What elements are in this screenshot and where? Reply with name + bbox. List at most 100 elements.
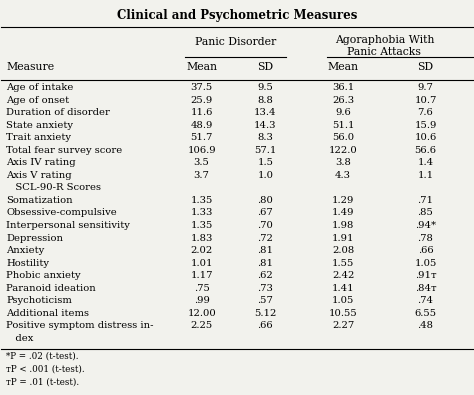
Text: 10.55: 10.55	[328, 309, 357, 318]
Text: 5.12: 5.12	[254, 309, 276, 318]
Text: 3.7: 3.7	[194, 171, 210, 180]
Text: .57: .57	[257, 296, 273, 305]
Text: 1.55: 1.55	[332, 259, 354, 268]
Text: .99: .99	[194, 296, 210, 305]
Text: 1.35: 1.35	[191, 196, 213, 205]
Text: .91ᴛ: .91ᴛ	[415, 271, 436, 280]
Text: Measure: Measure	[6, 62, 54, 72]
Text: 1.05: 1.05	[414, 259, 437, 268]
Text: .78: .78	[418, 233, 433, 243]
Text: SD: SD	[418, 62, 434, 72]
Text: Positive symptom distress in-: Positive symptom distress in-	[6, 322, 154, 331]
Text: 56.0: 56.0	[332, 133, 354, 142]
Text: .75: .75	[194, 284, 210, 293]
Text: Anxiety: Anxiety	[6, 246, 45, 255]
Text: Phobic anxiety: Phobic anxiety	[6, 271, 81, 280]
Text: .48: .48	[418, 322, 434, 331]
Text: .81: .81	[257, 246, 273, 255]
Text: 1.4: 1.4	[418, 158, 434, 167]
Text: Mean: Mean	[186, 62, 217, 72]
Text: Paranoid ideation: Paranoid ideation	[6, 284, 96, 293]
Text: 9.7: 9.7	[418, 83, 433, 92]
Text: 122.0: 122.0	[328, 146, 357, 155]
Text: 36.1: 36.1	[332, 83, 354, 92]
Text: .62: .62	[257, 271, 273, 280]
Text: 1.49: 1.49	[332, 209, 354, 218]
Text: 6.55: 6.55	[414, 309, 437, 318]
Text: Mean: Mean	[328, 62, 358, 72]
Text: Somatization: Somatization	[6, 196, 73, 205]
Text: .84ᴛ: .84ᴛ	[415, 284, 436, 293]
Text: 51.1: 51.1	[332, 120, 354, 130]
Text: State anxiety: State anxiety	[6, 120, 73, 130]
Text: 1.05: 1.05	[332, 296, 354, 305]
Text: .74: .74	[418, 296, 434, 305]
Text: 11.6: 11.6	[191, 108, 213, 117]
Text: Additional items: Additional items	[6, 309, 89, 318]
Text: 37.5: 37.5	[191, 83, 213, 92]
Text: 56.6: 56.6	[414, 146, 437, 155]
Text: Trait anxiety: Trait anxiety	[6, 133, 71, 142]
Text: 1.29: 1.29	[332, 196, 354, 205]
Text: 15.9: 15.9	[414, 120, 437, 130]
Text: 8.3: 8.3	[257, 133, 273, 142]
Text: 1.5: 1.5	[257, 158, 273, 167]
Text: 1.35: 1.35	[191, 221, 213, 230]
Text: .94*: .94*	[415, 221, 436, 230]
Text: 1.0: 1.0	[257, 171, 273, 180]
Text: *P = .02 (t-test).: *P = .02 (t-test).	[6, 351, 79, 360]
Text: 8.8: 8.8	[257, 96, 273, 105]
Text: 2.42: 2.42	[332, 271, 354, 280]
Text: SCL-90-R Scores: SCL-90-R Scores	[6, 183, 101, 192]
Text: 3.8: 3.8	[335, 158, 351, 167]
Text: .72: .72	[257, 233, 273, 243]
Text: Agoraphobia With
Panic Attacks: Agoraphobia With Panic Attacks	[335, 35, 434, 57]
Text: 13.4: 13.4	[254, 108, 276, 117]
Text: 9.5: 9.5	[257, 83, 273, 92]
Text: .73: .73	[257, 284, 273, 293]
Text: ᴛP < .001 (t-test).: ᴛP < .001 (t-test).	[6, 365, 85, 374]
Text: 1.17: 1.17	[191, 271, 213, 280]
Text: .66: .66	[418, 246, 433, 255]
Text: Panic Disorder: Panic Disorder	[195, 37, 276, 47]
Text: Age of intake: Age of intake	[6, 83, 73, 92]
Text: 1.1: 1.1	[418, 171, 434, 180]
Text: .67: .67	[257, 209, 273, 218]
Text: 25.9: 25.9	[191, 96, 213, 105]
Text: .85: .85	[418, 209, 433, 218]
Text: 51.7: 51.7	[191, 133, 213, 142]
Text: 2.27: 2.27	[332, 322, 354, 331]
Text: 57.1: 57.1	[254, 146, 276, 155]
Text: 1.83: 1.83	[191, 233, 213, 243]
Text: .66: .66	[257, 322, 273, 331]
Text: 3.5: 3.5	[194, 158, 210, 167]
Text: 2.08: 2.08	[332, 246, 354, 255]
Text: 10.7: 10.7	[414, 96, 437, 105]
Text: dex: dex	[6, 334, 34, 343]
Text: .70: .70	[257, 221, 273, 230]
Text: SD: SD	[257, 62, 273, 72]
Text: 1.91: 1.91	[332, 233, 354, 243]
Text: 2.25: 2.25	[191, 322, 213, 331]
Text: Depression: Depression	[6, 233, 63, 243]
Text: Interpersonal sensitivity: Interpersonal sensitivity	[6, 221, 130, 230]
Text: 14.3: 14.3	[254, 120, 276, 130]
Text: 7.6: 7.6	[418, 108, 433, 117]
Text: Clinical and Psychometric Measures: Clinical and Psychometric Measures	[117, 9, 357, 22]
Text: 9.6: 9.6	[335, 108, 351, 117]
Text: .80: .80	[257, 196, 273, 205]
Text: Axis V rating: Axis V rating	[6, 171, 72, 180]
Text: 4.3: 4.3	[335, 171, 351, 180]
Text: Obsessive-compulsive: Obsessive-compulsive	[6, 209, 117, 218]
Text: Duration of disorder: Duration of disorder	[6, 108, 110, 117]
Text: Hostility: Hostility	[6, 259, 49, 268]
Text: 10.6: 10.6	[414, 133, 437, 142]
Text: Axis IV rating: Axis IV rating	[6, 158, 76, 167]
Text: ᴛP = .01 (t-test).: ᴛP = .01 (t-test).	[6, 378, 79, 387]
Text: Age of onset: Age of onset	[6, 96, 69, 105]
Text: Total fear survey score: Total fear survey score	[6, 146, 122, 155]
Text: .71: .71	[418, 196, 434, 205]
Text: 1.01: 1.01	[191, 259, 213, 268]
Text: 1.41: 1.41	[332, 284, 355, 293]
Text: 26.3: 26.3	[332, 96, 354, 105]
